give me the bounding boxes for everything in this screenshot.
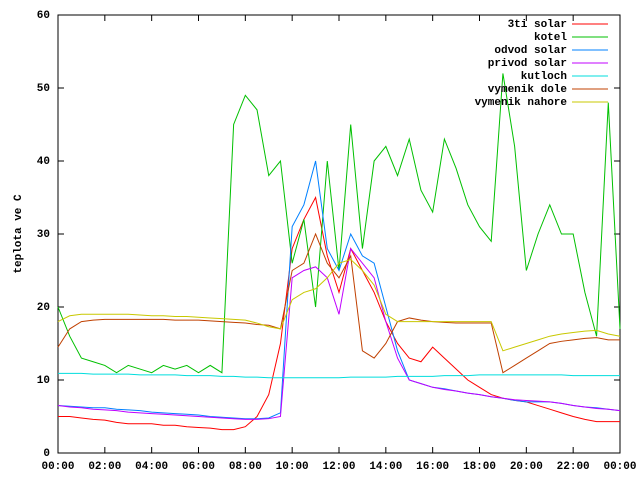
- x-tick-label: 06:00: [182, 461, 215, 473]
- legend-label: vymenik nahore: [475, 97, 568, 109]
- x-tick-label: 14:00: [369, 461, 402, 473]
- legend-label: vymenik dole: [488, 84, 568, 96]
- x-tick-label: 02:00: [88, 461, 121, 473]
- legend-label: odvod solar: [494, 45, 567, 57]
- x-tick-label: 18:00: [463, 461, 496, 473]
- legend-label: kotel: [534, 32, 567, 44]
- x-tick-label: 04:00: [135, 461, 168, 473]
- x-tick-label: 08:00: [229, 461, 262, 473]
- y-tick-label: 30: [37, 229, 50, 241]
- legend-label: 3ti solar: [508, 19, 567, 31]
- x-tick-label: 20:00: [510, 461, 543, 473]
- y-tick-label: 60: [37, 10, 50, 22]
- y-axis-label: teplota ve C: [13, 194, 25, 274]
- x-tick-label: 22:00: [557, 461, 590, 473]
- x-tick-label: 00:00: [41, 461, 74, 473]
- series-line: [57, 247, 621, 420]
- x-tick-label: 12:00: [322, 461, 355, 473]
- y-tick-label: 0: [43, 448, 50, 460]
- legend-label: privod solar: [488, 58, 567, 70]
- y-tick-label: 50: [37, 83, 50, 95]
- series-line: [57, 73, 621, 374]
- x-tick-label: 10:00: [276, 461, 309, 473]
- y-tick-label: 40: [37, 156, 50, 168]
- series-line: [57, 232, 620, 374]
- y-tick-label: 20: [37, 302, 50, 314]
- y-tick-label: 10: [37, 375, 50, 387]
- x-tick-label: 00:00: [603, 461, 636, 473]
- x-tick-label: 16:00: [416, 461, 449, 473]
- series-line: [57, 160, 621, 420]
- series-line: [57, 258, 621, 352]
- series-line: [58, 372, 620, 379]
- legend-label: kutloch: [521, 71, 567, 83]
